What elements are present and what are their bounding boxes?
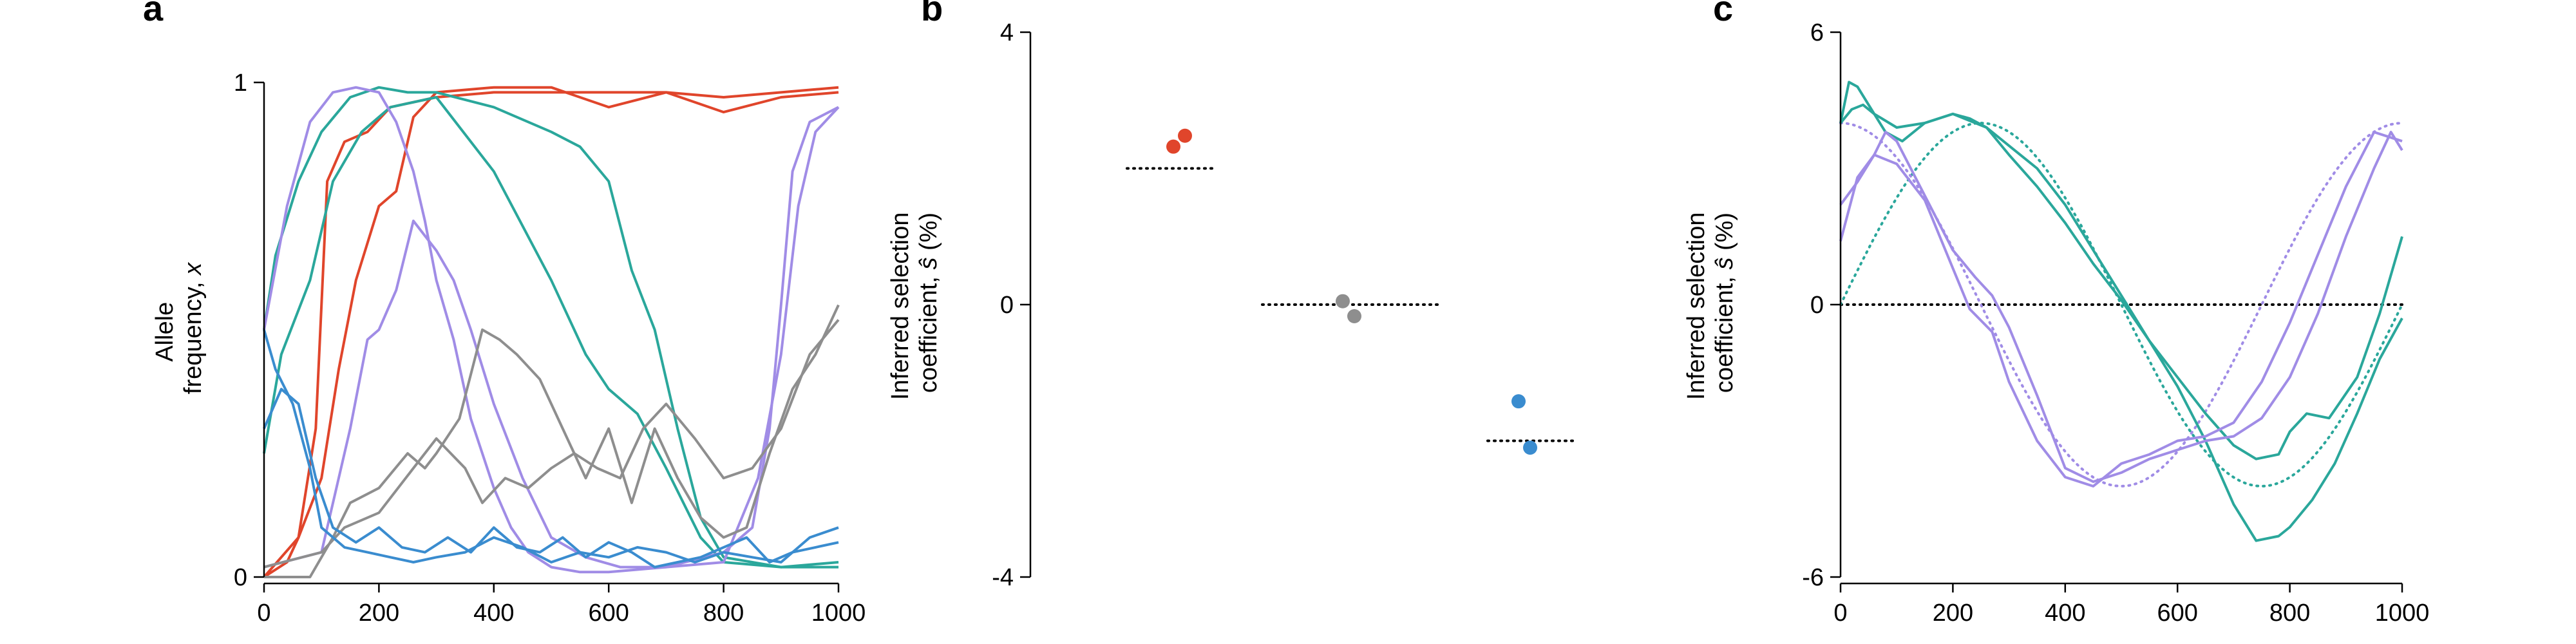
panel-c-ylabel-unit: (%) xyxy=(1711,213,1738,258)
panel-b-y-tick-label: 0 xyxy=(1000,292,1014,319)
panel-a: a Allele frequency, x 0 200 400 600 800 10000… xyxy=(143,0,866,627)
panel-b-y-tick-label: 4 xyxy=(1000,19,1014,46)
panel-c-content xyxy=(1839,80,2403,542)
panel-c-x-tick-label: 400 xyxy=(2045,600,2085,627)
panel-letter-b: b xyxy=(921,0,943,28)
panel-c-x-tick-label: 200 xyxy=(1933,600,1973,627)
panel-a-ylabel: Allele frequency, x xyxy=(151,261,207,394)
panel-c-series-0 xyxy=(1839,80,2403,460)
panel-b-ylabel-unit: (%) xyxy=(915,213,942,258)
panel-a-series-9 xyxy=(263,388,839,569)
panel-a-x-tick-label: 600 xyxy=(588,600,629,627)
panel-a-series-3 xyxy=(263,96,839,569)
panel-b-point-2-0 xyxy=(1511,394,1526,409)
panel-b-ylabel-var: ŝ xyxy=(915,258,942,270)
panel-b-content xyxy=(1126,128,1576,455)
panel-c-ylabel-var: ŝ xyxy=(1711,258,1738,270)
panel-a-x-tick-label: 800 xyxy=(703,600,744,627)
panel-a-y-tick-label: 0 xyxy=(234,564,247,591)
panel-a-series-1 xyxy=(263,86,839,578)
panel-b-ylabel-line1: Inferred selection xyxy=(887,213,914,401)
panel-a-ylabel-line1: Allele xyxy=(151,302,178,362)
panel-a-series-5 xyxy=(263,106,840,569)
panel-c-axes: 0 200 400 600 800 1000 -6 0 6 xyxy=(1802,19,2429,627)
panel-a-x-tick-label: 400 xyxy=(473,600,514,627)
panel-b-point-0-1 xyxy=(1178,128,1192,143)
panel-c: c Inferred selection coefficient, ŝ (%) … xyxy=(1683,0,2429,627)
panel-c-x-tick-label: 1000 xyxy=(2375,600,2430,627)
panel-b-y-tick-label: -4 xyxy=(992,564,1014,591)
panel-b-ylabel: Inferred selection coefficient, ŝ (%) xyxy=(887,205,942,400)
panel-c-ylabel-line1: Inferred selection xyxy=(1683,213,1710,401)
panel-b-point-2-1 xyxy=(1523,440,1537,455)
panel-letter-a: a xyxy=(143,0,164,28)
panel-a-ylabel-line2: frequency, xyxy=(180,275,207,394)
panel-c-y-tick-label: 0 xyxy=(1810,292,1824,319)
panel-c-series-2 xyxy=(1839,131,2403,488)
panel-c-x-tick-label: 0 xyxy=(1833,600,1847,627)
panel-c-true-curve-0 xyxy=(1839,121,2403,488)
panel-a-axes: 0 200 400 600 800 1000 0 1 xyxy=(234,70,866,627)
panel-b-point-0-0 xyxy=(1166,139,1180,154)
panel-a-series-8 xyxy=(263,329,839,564)
panel-b: b Inferred selection coefficient, ŝ (%) … xyxy=(887,0,1576,591)
panel-b-axes: -4 0 4 xyxy=(992,19,1032,591)
panel-a-x-tick-label: 200 xyxy=(359,600,399,627)
panel-c-series-3 xyxy=(1839,131,2403,483)
panel-b-ylabel-line2: coefficient, xyxy=(915,270,942,393)
panel-a-trajectories xyxy=(263,86,840,578)
panel-c-ylabel-line2: coefficient, xyxy=(1711,270,1738,393)
panel-b-point-1-1 xyxy=(1347,308,1361,323)
panel-c-series-1 xyxy=(1839,103,2403,542)
panel-c-y-tick-label: -6 xyxy=(1802,564,1824,591)
panel-a-series-4 xyxy=(263,86,839,574)
panel-a-x-tick-label: 1000 xyxy=(811,600,866,627)
panel-a-series-7 xyxy=(263,319,840,569)
panel-b-point-1-0 xyxy=(1336,294,1350,308)
panel-a-ylabel-var: x xyxy=(180,261,207,276)
panel-a-x-tick-label: 0 xyxy=(257,600,270,627)
panel-c-ylabel: Inferred selection coefficient, ŝ (%) xyxy=(1683,205,1738,400)
panel-c-x-tick-label: 800 xyxy=(2269,600,2310,627)
panel-letter-c: c xyxy=(1713,0,1733,28)
panel-a-y-tick-label: 1 xyxy=(234,70,247,97)
panel-c-x-tick-label: 600 xyxy=(2157,600,2197,627)
panel-a-series-6 xyxy=(264,304,840,578)
panel-c-y-tick-label: 6 xyxy=(1810,19,1824,46)
